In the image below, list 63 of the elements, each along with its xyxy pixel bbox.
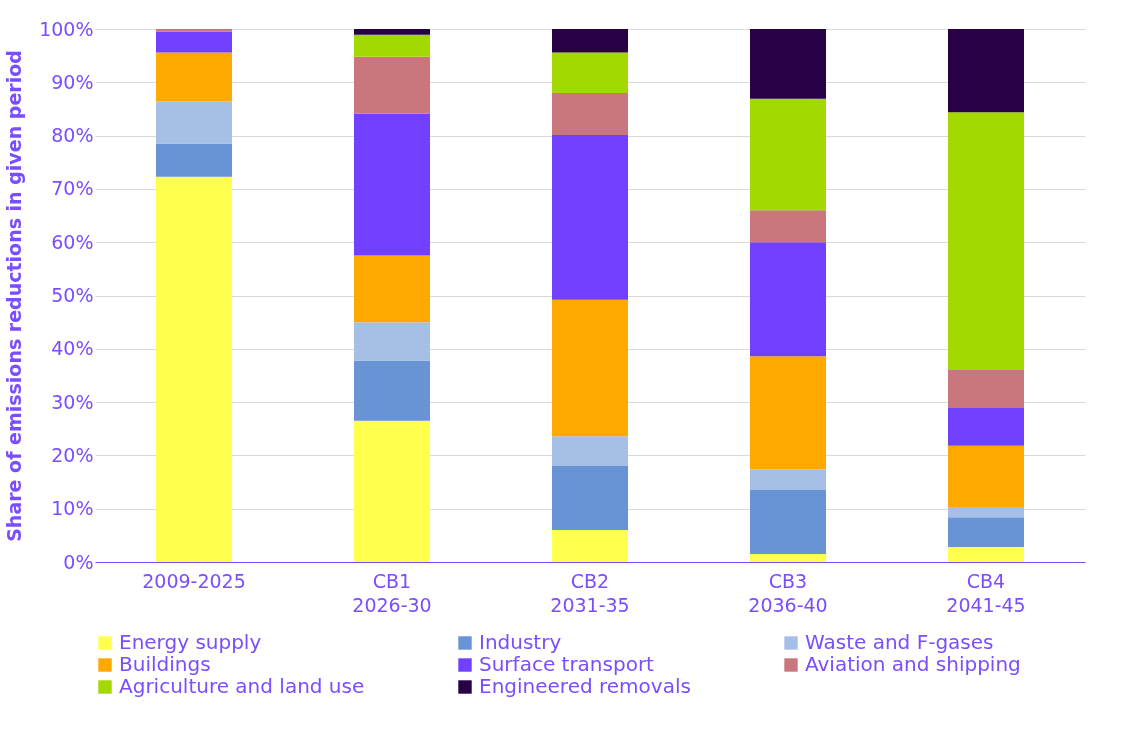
legend-label: Buildings (119, 652, 211, 676)
bar (948, 507, 1024, 518)
y-tick-label: 60% (51, 230, 94, 253)
x-tick-label: CB2 2031-35 (550, 569, 630, 616)
bar (948, 547, 1024, 562)
y-tick-label: 30% (51, 390, 94, 413)
y-tick-label: 50% (51, 284, 94, 306)
bar (354, 56, 430, 114)
legend-label: Aviation and shipping (805, 652, 1021, 676)
y-tick-label: 70% (51, 177, 94, 200)
bar (156, 143, 232, 177)
y-tick-label: 20% (51, 443, 94, 466)
y-axis-title: Share of emissions reductions in given period (3, 50, 26, 542)
legend-label: Agriculture and land use (119, 674, 365, 698)
legend-label: Waste and F-gases (805, 630, 994, 654)
bar (552, 52, 628, 93)
y-tick-label: 80% (51, 124, 94, 147)
bar (156, 29, 232, 32)
bar (156, 52, 232, 102)
bar (354, 322, 430, 361)
bar (750, 29, 826, 99)
x-tick-label: CB3 2036-40 (748, 569, 828, 616)
bar (552, 135, 628, 300)
bar (750, 210, 826, 243)
bar (354, 34, 430, 57)
bar (750, 356, 826, 470)
bar (750, 98, 826, 211)
x-tick-label: CB4 2041-45 (946, 569, 1026, 616)
bar (354, 255, 430, 323)
bar (354, 420, 430, 562)
y-tick-label: 90% (51, 70, 94, 93)
bar (354, 113, 430, 256)
bar (750, 554, 826, 562)
bar (552, 29, 628, 53)
bar (552, 299, 628, 437)
bar (552, 92, 628, 136)
bar (750, 490, 826, 555)
legend-label: Surface transport (479, 652, 655, 676)
legend-label: Engineered removals (479, 674, 691, 698)
bar (552, 436, 628, 467)
x-tick-label: 2009-2025 (142, 569, 246, 592)
x-tick-label: CB1 2026-30 (352, 569, 432, 616)
y-tick-label: 100% (39, 17, 94, 40)
bar (948, 445, 1024, 508)
bar (750, 242, 826, 357)
bar (552, 530, 628, 562)
y-tick-label: 10% (51, 497, 94, 520)
bar (354, 29, 430, 35)
legend-label: Energy supply (119, 630, 262, 654)
y-tick-label: 0% (63, 550, 94, 573)
bar (750, 469, 826, 491)
bar (156, 31, 232, 53)
legend-label: Industry (479, 630, 562, 654)
bar (948, 112, 1024, 371)
bar (948, 370, 1024, 408)
bar (948, 29, 1024, 113)
bar (948, 517, 1024, 548)
bar (948, 407, 1024, 446)
bar (354, 360, 430, 421)
bar (156, 101, 232, 144)
bar (552, 466, 628, 531)
y-tick-label: 40% (51, 337, 94, 360)
bar (156, 176, 232, 562)
